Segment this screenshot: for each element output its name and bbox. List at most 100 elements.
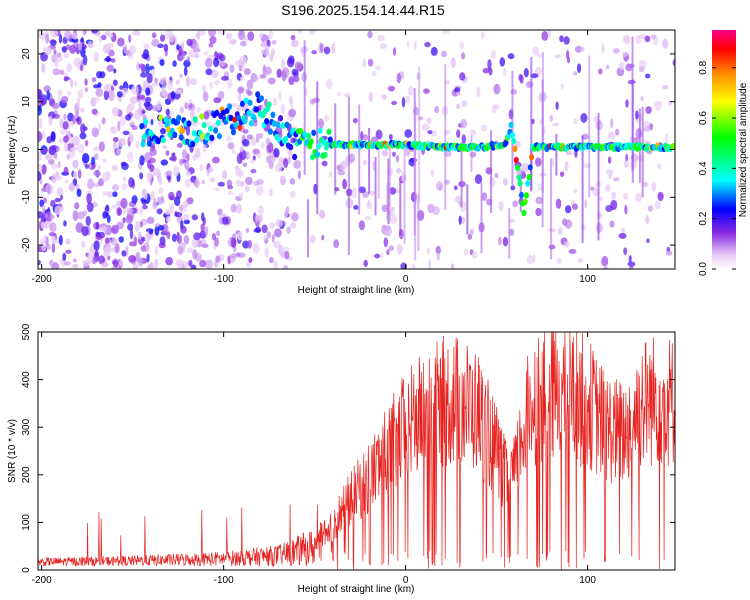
spectrogram-noise-blob (184, 178, 192, 188)
spectrogram-noise-blob (264, 66, 272, 76)
spectrogram-noise-blob (603, 266, 609, 269)
spectrogram-noise-blob (39, 238, 45, 246)
spectrogram-noise-blob (230, 203, 237, 213)
snr-x-ticks: -200 -100 0 100 (32, 332, 596, 586)
spectrogram-noise-blob (343, 93, 351, 98)
spectrogram-noise-blob (43, 85, 51, 93)
spectrogram-streak (631, 79, 634, 183)
spectrogram-noise-blob (523, 68, 529, 78)
colorbar-tick-label: 0.8 (698, 60, 709, 74)
spectrogram-noise-blob (188, 259, 193, 267)
colorbar-tick-label: 0.0 (698, 262, 709, 276)
spectrogram-ridge-cell (227, 103, 233, 110)
spectrogram-noise-blob (237, 231, 243, 241)
spectrogram-noise-blob (225, 32, 233, 40)
spectrogram-noise-blob (218, 61, 226, 67)
spectrogram-noise-blob (95, 87, 103, 97)
spectrogram-noise-blob (59, 128, 68, 135)
spectrogram-noise-blob (52, 68, 61, 76)
spectrogram-noise-blob (91, 156, 96, 165)
spectrogram-noise-blob (242, 139, 250, 147)
spectrogram-noise-blob (82, 210, 88, 216)
spectrogram-noise-blob (638, 66, 645, 73)
spectrogram-streak (399, 181, 402, 236)
spectrogram-noise-blob (226, 179, 233, 187)
spectrogram-noise-blob (192, 42, 200, 52)
y-tick-label: 100 (21, 514, 32, 531)
spectrogram-noise-blob (146, 253, 150, 263)
spectrogram-noise-blob (612, 48, 620, 54)
spectrogram-ridge-cell (302, 131, 308, 138)
spectrogram-noise-blob (64, 30, 72, 40)
spectrogram-noise-blob (381, 94, 387, 100)
spectrogram-noise-blob (213, 57, 220, 68)
spectrogram-noise-blob (113, 259, 119, 268)
spectrogram-noise-blob (69, 78, 74, 88)
spectrogram-noise-blob (213, 97, 222, 104)
spectrogram-ridge-cell (146, 140, 152, 147)
spectrogram-noise-blob (41, 130, 46, 140)
spectrogram-noise-blob (186, 56, 190, 63)
spectrogram-noise-blob (635, 128, 643, 139)
spectrogram-noise-blob (247, 153, 251, 159)
spectrogram-noise-blob (169, 195, 175, 201)
spectrogram-noise-blob (186, 38, 193, 47)
spectrogram-noise-blob (381, 204, 388, 213)
colorbar: 0.0 0.2 0.4 0.6 0.8 Normalized spectral ampl… (698, 30, 749, 276)
spectrogram-ridge-cell (288, 143, 294, 151)
spectrogram-noise-blob (576, 63, 582, 74)
spectrogram-streak (511, 70, 514, 186)
spectrogram-noise-blob (86, 202, 94, 213)
x-tick-label: -100 (214, 274, 234, 285)
spectrogram-noise-blob (71, 135, 80, 146)
spectrogram-noise-blob (276, 68, 282, 79)
spectrogram-noise-blob (413, 40, 417, 50)
y-tick-label: 500 (21, 323, 32, 340)
spectrogram-noise-blob (557, 227, 563, 235)
spectrogram-noise-blob (598, 68, 603, 75)
spectrogram-noise-blob (257, 205, 264, 216)
spectrogram-noise-blob (288, 76, 295, 86)
spectrogram-noise-blob (216, 230, 221, 237)
spectrogram-ridge-cell (509, 131, 515, 139)
spectrogram-noise-blob (268, 30, 273, 40)
spectrogram-noise-blob (430, 46, 438, 56)
spectrogram-noise-blob (561, 218, 568, 226)
spectrogram-noise-blob (205, 259, 213, 269)
spectrogram-noise-blob (391, 100, 397, 106)
spectrogram-noise-blob (645, 106, 652, 114)
spectrogram-noise-blob (362, 159, 368, 166)
spectrogram-noise-blob (290, 212, 299, 222)
spectrogram-noise-blob (129, 120, 135, 126)
spectrogram-noise-blob (590, 186, 595, 191)
spectrogram-noise-blob (264, 246, 270, 258)
spectrogram-streak (550, 158, 553, 260)
spectrogram-noise-blob (56, 52, 62, 58)
spectrogram-noise-blob (480, 31, 485, 40)
spectrogram-noise-blob (230, 237, 237, 248)
spectrogram-noise-blob (84, 139, 89, 147)
spectrogram-noise-blob (110, 126, 118, 135)
spectrogram-noise-blob (74, 81, 78, 87)
spectrogram-noise-blob (509, 228, 515, 236)
spectrogram-noise-blob (293, 159, 302, 169)
spectrogram-noise-blob (375, 66, 382, 71)
spectrogram-noise-blob (199, 259, 207, 268)
spectrogram-noise-blob (259, 32, 263, 39)
spectrogram-noise-blob (82, 259, 90, 267)
spectrogram-noise-blob (288, 95, 293, 104)
spectrogram-noise-blob (395, 167, 402, 174)
spectrogram-noise-blob (72, 114, 76, 125)
spectrogram-noise-blob (290, 34, 296, 41)
spectrogram-noise-blob (193, 178, 200, 188)
spectrogram-noise-blob (459, 72, 466, 81)
spectrogram-ridge-cell (518, 191, 524, 199)
spectrogram-streak (388, 145, 391, 223)
spectrogram-noise-blob (71, 32, 78, 40)
spectrogram-ridge-cell (213, 127, 219, 134)
spectrogram-noise-blob (140, 72, 148, 78)
spectrogram-noise-blob (174, 211, 183, 218)
spectrogram-streak (358, 104, 361, 215)
spectrogram-ridge-cell (178, 134, 184, 141)
spectrogram-noise-blob (102, 158, 107, 163)
